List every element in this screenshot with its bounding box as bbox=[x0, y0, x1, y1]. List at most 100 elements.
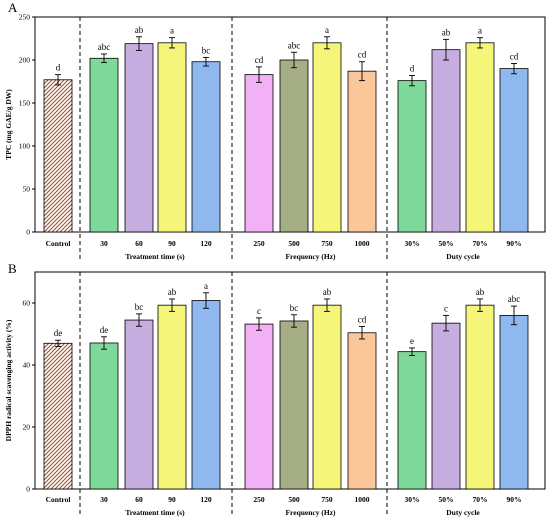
bar bbox=[279, 59, 309, 233]
group-label: Frequency (Hz) bbox=[285, 508, 336, 517]
category-label: 500 bbox=[288, 239, 300, 248]
bar bbox=[465, 42, 495, 233]
significance-label: a bbox=[204, 281, 208, 291]
significance-label: abc bbox=[288, 40, 301, 50]
chart-root: A 0 50 100 150 200 250 TPC (mg GAE/g DW) d Contro… bbox=[4, 0, 546, 517]
group-label: Treatment time (s) bbox=[125, 252, 185, 261]
bar bbox=[157, 42, 187, 233]
bar bbox=[124, 43, 154, 233]
category-label: 120 bbox=[200, 239, 212, 248]
bar bbox=[431, 322, 461, 490]
bar bbox=[191, 61, 221, 233]
category-label: 70% bbox=[473, 239, 488, 248]
bar bbox=[312, 42, 342, 233]
y-tick-label: 60 bbox=[23, 299, 31, 308]
bar bbox=[499, 314, 529, 490]
significance-label: a bbox=[170, 26, 174, 36]
category-label: 1000 bbox=[355, 495, 370, 504]
y-tick-label: 0 bbox=[26, 228, 30, 237]
significance-label: cd bbox=[358, 50, 367, 60]
category-label: 30% bbox=[405, 495, 420, 504]
bar bbox=[499, 68, 529, 233]
bar bbox=[397, 351, 427, 490]
bar bbox=[89, 342, 119, 490]
category-label: 1000 bbox=[355, 239, 370, 248]
significance-label: cd bbox=[510, 51, 519, 61]
category-label: Control bbox=[46, 239, 71, 248]
significance-label: abc bbox=[508, 294, 521, 304]
category-label: 50% bbox=[439, 495, 454, 504]
category-label: 750 bbox=[321, 239, 333, 248]
category-label: 90 bbox=[168, 495, 176, 504]
category-label: 30 bbox=[100, 239, 108, 248]
bar bbox=[279, 320, 309, 490]
category-label: 90% bbox=[507, 495, 522, 504]
significance-label: cd bbox=[358, 315, 367, 325]
bar bbox=[43, 342, 73, 490]
panel-letter: A bbox=[8, 0, 18, 15]
significance-label: de bbox=[54, 328, 63, 338]
y-axis-title: DPPH radical scavenging activity (%) bbox=[4, 319, 13, 441]
bar bbox=[312, 304, 342, 490]
y-axis-title: TPC (mg GAE/g DW) bbox=[4, 89, 13, 160]
y-tick-label: 200 bbox=[19, 56, 31, 65]
category-label: 60 bbox=[135, 495, 143, 504]
significance-label: d bbox=[410, 63, 415, 73]
category-label: 30% bbox=[405, 239, 420, 248]
chart-panel-B: B 0 20 40 60 DPPH radical scavenging activity… bbox=[4, 261, 546, 517]
bar bbox=[191, 300, 221, 490]
category-label: 70% bbox=[473, 495, 488, 504]
y-tick-label: 150 bbox=[19, 99, 31, 108]
category-label: 50% bbox=[439, 239, 454, 248]
y-tick-label: 40 bbox=[23, 361, 31, 370]
category-label: Control bbox=[46, 495, 71, 504]
panel-letter: B bbox=[8, 261, 17, 276]
category-label: 60 bbox=[135, 239, 143, 248]
chart-panel-A: A 0 50 100 150 200 250 TPC (mg GAE/g DW) d Contro… bbox=[4, 0, 546, 261]
significance-label: ab bbox=[168, 287, 177, 297]
significance-label: a bbox=[325, 25, 329, 35]
category-label: 500 bbox=[288, 495, 300, 504]
y-tick-label: 0 bbox=[26, 485, 30, 494]
significance-label: ab bbox=[442, 27, 451, 37]
category-label: 250 bbox=[253, 239, 265, 248]
y-tick-label: 50 bbox=[23, 185, 31, 194]
significance-label: c bbox=[257, 306, 261, 316]
category-label: 90% bbox=[507, 239, 522, 248]
bar bbox=[347, 332, 377, 490]
significance-label: ab bbox=[135, 25, 144, 35]
significance-label: ab bbox=[476, 287, 485, 297]
bar bbox=[157, 304, 187, 490]
group-label: Treatment time (s) bbox=[125, 508, 185, 517]
category-label: 750 bbox=[321, 495, 333, 504]
category-label: 90 bbox=[168, 239, 176, 248]
significance-label: e bbox=[410, 336, 414, 346]
category-label: 250 bbox=[253, 495, 265, 504]
bar bbox=[124, 319, 154, 490]
significance-label: cd bbox=[255, 55, 264, 65]
bar bbox=[89, 57, 119, 233]
significance-label: d bbox=[56, 63, 61, 73]
significance-label: bc bbox=[290, 303, 299, 313]
significance-label: abc bbox=[98, 42, 111, 52]
bar bbox=[244, 74, 274, 233]
category-label: 30 bbox=[100, 495, 108, 504]
y-tick-label: 100 bbox=[19, 142, 31, 151]
bar bbox=[431, 49, 461, 233]
significance-label: c bbox=[444, 303, 448, 313]
significance-label: a bbox=[478, 26, 482, 36]
y-tick-label: 250 bbox=[19, 13, 31, 22]
significance-label: bc bbox=[202, 45, 211, 55]
bar bbox=[347, 70, 377, 233]
bar bbox=[397, 80, 427, 233]
significance-label: de bbox=[100, 325, 109, 335]
group-label: Duty cycle bbox=[446, 252, 480, 261]
significance-label: bc bbox=[135, 302, 144, 312]
significance-label: ab bbox=[323, 287, 332, 297]
group-label: Duty cycle bbox=[446, 508, 480, 517]
bar bbox=[43, 79, 73, 233]
bar bbox=[244, 323, 274, 490]
group-label: Frequency (Hz) bbox=[285, 252, 336, 261]
bar bbox=[465, 304, 495, 490]
